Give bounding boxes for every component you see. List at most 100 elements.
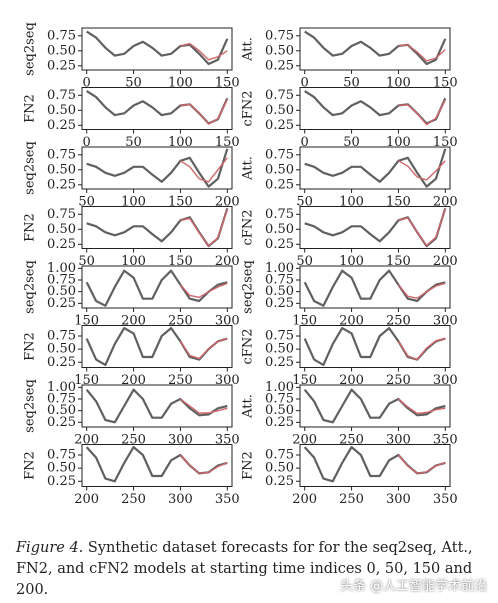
y-tick-label: 0.75 <box>47 448 76 463</box>
x-tick-label: 0 <box>83 135 91 150</box>
y-tick-label: 0.75 <box>265 329 294 344</box>
series-line <box>398 99 446 126</box>
x-tick-label: 350 <box>215 492 240 507</box>
x-tick-label: 300 <box>386 433 411 448</box>
series-line <box>85 446 228 483</box>
watermark: 头条 @人工智能学术前沿 <box>340 579 488 594</box>
y-axis-label: seq2seq <box>23 379 38 433</box>
x-tick-label: 200 <box>339 373 364 388</box>
x-tick-label: 250 <box>339 433 364 448</box>
x-tick-label: 150 <box>292 314 317 329</box>
x-tick-label: 150 <box>386 254 411 269</box>
x-tick-label: 250 <box>386 373 411 388</box>
series-line <box>180 209 228 247</box>
y-tick-label: 0.50 <box>265 162 294 177</box>
y-tick-label: 0.25 <box>47 237 76 252</box>
y-axis-label: Att. <box>241 156 256 181</box>
x-tick-label: 250 <box>168 373 193 388</box>
x-tick-label: 150 <box>215 135 240 150</box>
axes-frame <box>299 265 451 309</box>
series-line <box>303 327 446 366</box>
y-tick-label: 0.50 <box>47 342 76 357</box>
y-tick-label: 0.50 <box>47 284 76 299</box>
y-tick-label: 0.50 <box>265 222 294 237</box>
y-tick-label: 0.50 <box>47 461 76 476</box>
axes-frame <box>81 206 233 249</box>
series-line <box>179 398 228 414</box>
x-tick-label: 350 <box>433 433 458 448</box>
series-line <box>397 337 446 361</box>
y-tick-label: 0.75 <box>47 147 76 162</box>
x-tick-label: 150 <box>74 373 99 388</box>
y-tick-label: 0.50 <box>265 403 294 418</box>
y-axis-label: seq2seq <box>241 260 256 314</box>
y-tick-label: 0.50 <box>47 403 76 418</box>
x-tick-label: 100 <box>168 76 193 91</box>
x-tick-label: 0 <box>301 76 309 91</box>
x-tick-label: 250 <box>121 492 146 507</box>
x-tick-label: 0 <box>83 76 91 91</box>
x-tick-label: 200 <box>215 254 240 269</box>
x-tick-label: 100 <box>121 195 146 210</box>
axes-frame <box>299 384 451 428</box>
y-tick-label: 0.25 <box>265 237 294 252</box>
x-tick-label: 200 <box>121 314 146 329</box>
series-line <box>398 44 446 62</box>
y-tick-label: 0.75 <box>47 207 76 222</box>
axes-frame <box>299 206 451 249</box>
axes-frame <box>299 27 451 71</box>
x-tick-label: 50 <box>343 135 360 150</box>
y-axis-label: FN2 <box>23 213 38 242</box>
y-axis-label: seq2seq <box>23 141 38 195</box>
y-axis-label: Att. <box>241 37 256 62</box>
x-tick-label: 250 <box>339 492 364 507</box>
y-axis-label: FN2 <box>23 332 38 361</box>
series-line <box>398 208 446 247</box>
x-tick-label: 150 <box>168 254 193 269</box>
series-line <box>85 388 228 424</box>
x-tick-label: 150 <box>386 195 411 210</box>
series-line <box>303 446 446 483</box>
x-tick-label: 250 <box>168 314 193 329</box>
x-tick-label: 0 <box>301 135 309 150</box>
y-tick-label: 0.25 <box>47 296 76 311</box>
series-line <box>304 207 447 248</box>
x-tick-label: 150 <box>168 195 193 210</box>
y-axis-label: cFN2 <box>241 91 256 127</box>
y-tick-label: 0.75 <box>265 28 294 43</box>
y-tick-label: 0.75 <box>265 392 294 407</box>
y-tick-label: 0.25 <box>47 58 76 73</box>
series-line <box>86 90 229 125</box>
series-line <box>180 42 228 61</box>
y-tick-label: 0.50 <box>265 342 294 357</box>
x-tick-label: 300 <box>433 314 458 329</box>
axes-frame <box>299 325 451 368</box>
x-tick-label: 50 <box>296 254 313 269</box>
y-tick-label: 0.75 <box>47 28 76 43</box>
series-line <box>397 398 446 415</box>
y-tick-label: 0.25 <box>47 118 76 133</box>
x-tick-label: 50 <box>78 195 95 210</box>
y-tick-label: 0.25 <box>265 58 294 73</box>
y-tick-label: 0.25 <box>47 415 76 430</box>
x-tick-label: 100 <box>168 135 193 150</box>
series-line <box>179 337 228 360</box>
y-axis-label: seq2seq <box>23 260 38 314</box>
axes-frame <box>81 325 233 368</box>
y-tick-label: 0.25 <box>265 118 294 133</box>
x-tick-label: 100 <box>339 195 364 210</box>
series-line <box>86 207 229 248</box>
axes-frame <box>299 444 451 487</box>
x-tick-label: 200 <box>292 433 317 448</box>
series-line <box>304 148 447 188</box>
x-tick-label: 350 <box>433 492 458 507</box>
y-tick-label: 0.75 <box>265 448 294 463</box>
caption-label: Figure 4. <box>16 540 84 556</box>
y-tick-label: 0.50 <box>265 43 294 58</box>
x-tick-label: 250 <box>386 314 411 329</box>
y-axis-label: Att. <box>241 394 256 419</box>
y-tick-label: 0.50 <box>47 162 76 177</box>
x-tick-label: 300 <box>168 492 193 507</box>
x-tick-label: 300 <box>386 492 411 507</box>
